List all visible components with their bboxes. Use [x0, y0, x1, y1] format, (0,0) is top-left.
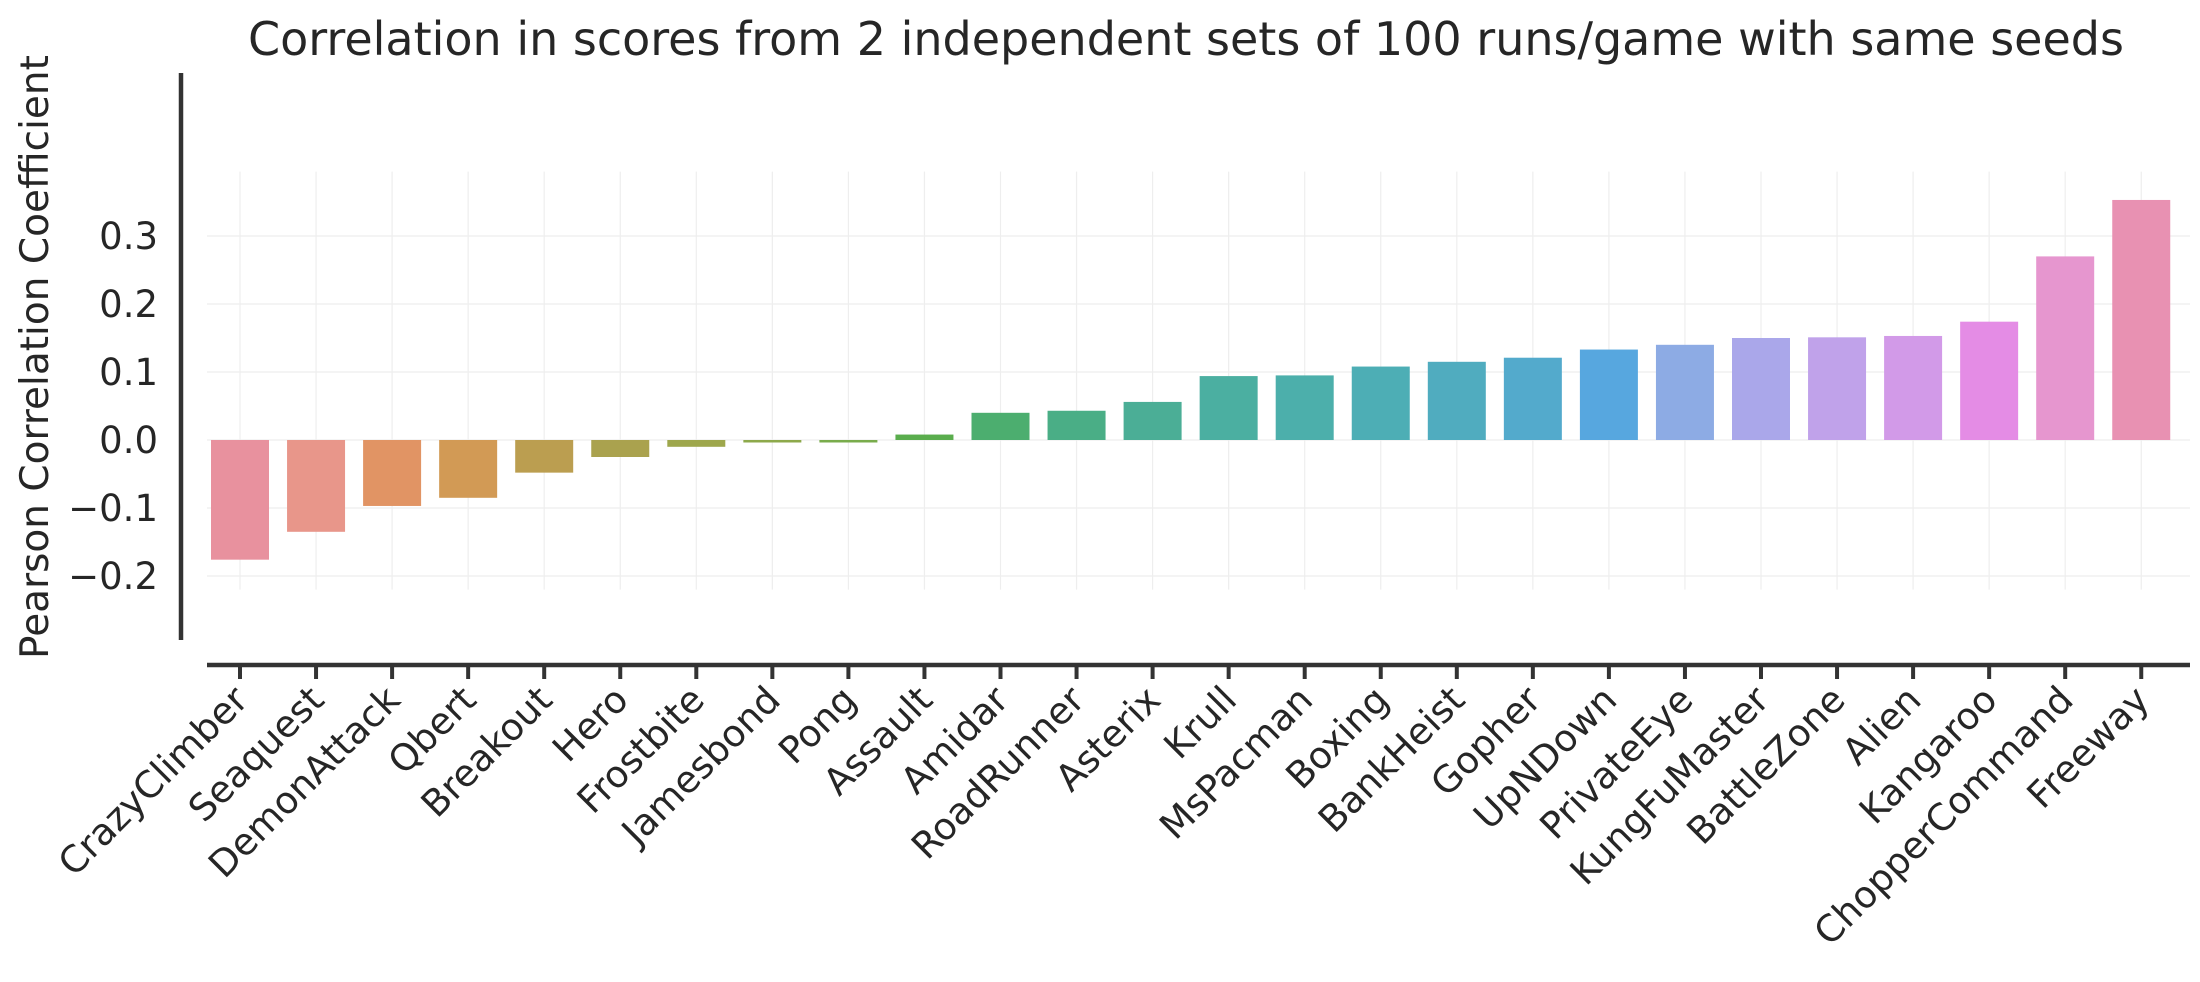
x-tick-labels: CrazyClimberSeaquestDemonAttackQbertBrea…	[50, 677, 2158, 953]
y-tick-label: −0.1	[68, 487, 158, 530]
bar	[287, 440, 346, 532]
bar	[971, 412, 1030, 440]
bar	[1655, 344, 1714, 440]
bar	[1047, 410, 1106, 440]
bar	[1732, 338, 1790, 440]
bar	[1960, 321, 2019, 440]
bar	[1808, 337, 1867, 440]
y-tick-label: 0.2	[99, 283, 158, 326]
y-tick-label: 0.3	[99, 215, 158, 258]
axes	[178, 73, 2190, 679]
bar	[439, 440, 498, 498]
bars	[211, 199, 2171, 560]
bar	[1427, 361, 1486, 440]
bar	[667, 440, 726, 447]
bar	[1884, 335, 1943, 440]
bar	[591, 440, 650, 457]
bar	[1123, 401, 1182, 440]
bar	[1503, 357, 1562, 440]
bar	[363, 440, 422, 506]
bar	[1199, 376, 1258, 440]
bar	[895, 434, 954, 440]
bar	[743, 440, 802, 443]
y-tick-labels: −0.2 −0.1 0.0 0.1 0.2 0.3	[68, 215, 158, 598]
chart-title: Correlation in scores from 2 independent…	[248, 12, 2124, 66]
y-axis-label: Pearson Correlation Coefficient	[13, 55, 58, 659]
bar	[515, 440, 574, 473]
y-tick-label: 0.1	[99, 351, 158, 394]
y-tick-label: 0.0	[99, 419, 158, 462]
bar	[819, 440, 878, 443]
bar	[211, 440, 269, 560]
y-tick-label: −0.2	[68, 555, 158, 598]
bar	[1579, 349, 1638, 440]
bar	[1275, 375, 1334, 440]
bar	[2036, 256, 2095, 440]
bar	[1351, 366, 1410, 440]
bar	[2112, 199, 2171, 440]
